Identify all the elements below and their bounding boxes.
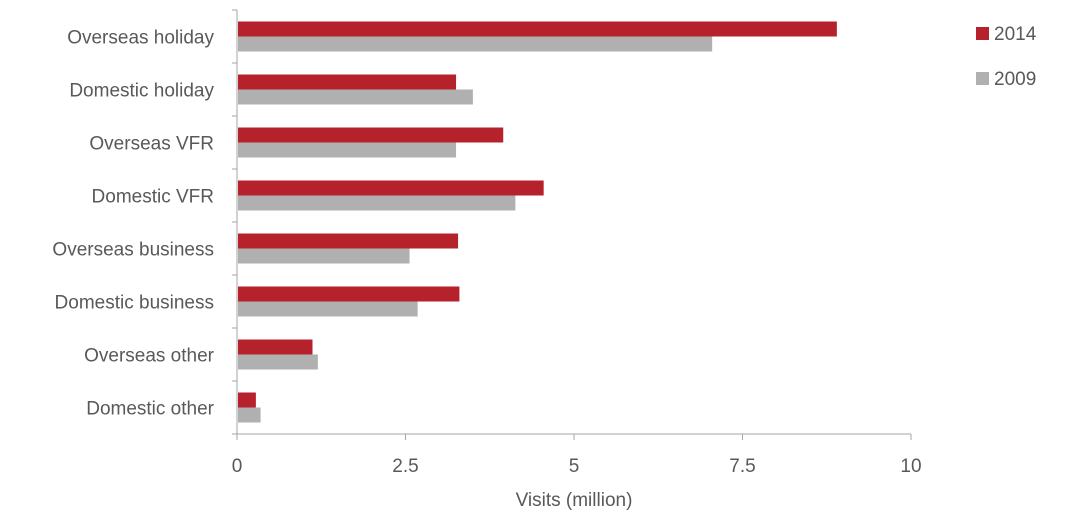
bar-2009: [238, 36, 713, 52]
legend-label: 2009: [994, 69, 1036, 90]
legend: 2014 2009: [976, 24, 1037, 90]
legend-swatch: [976, 72, 989, 85]
category-label: Domestic holiday: [69, 81, 214, 102]
x-tick-labels: 0 2.5 5 7.5 10: [232, 456, 922, 477]
x-axis-label: Visits (million): [516, 490, 633, 511]
bar-2014: [238, 392, 256, 408]
x-tick-label: 5: [569, 456, 580, 477]
bar-2014: [238, 74, 457, 90]
category-label: Domestic VFR: [92, 187, 214, 208]
bar-2009: [238, 354, 318, 370]
x-tick-label: 0: [232, 456, 243, 477]
x-tick-label: 10: [900, 456, 921, 477]
bar-2014: [238, 180, 544, 196]
bar-2009: [238, 407, 261, 423]
bar-2014: [238, 286, 460, 302]
axes: [232, 9, 912, 440]
bar-2014: [238, 233, 459, 249]
category-labels: Overseas holiday Domestic holiday Overseas…: [52, 28, 214, 420]
category-label: Overseas VFR: [89, 134, 214, 155]
category-label: Domestic business: [55, 293, 214, 314]
bar-2009: [238, 142, 457, 158]
bar-2009: [238, 301, 418, 317]
bar-2009: [238, 195, 516, 211]
bar-2014: [238, 339, 313, 355]
category-label: Overseas other: [84, 346, 215, 367]
bar-2014: [238, 127, 504, 143]
x-tick-label: 7.5: [729, 456, 755, 477]
bar-2009: [238, 248, 410, 264]
bar-2014: [238, 21, 837, 37]
category-label: Overseas business: [52, 240, 214, 261]
bar-2009: [238, 89, 473, 105]
legend-swatch: [976, 27, 989, 40]
legend-label: 2014: [994, 24, 1037, 45]
x-tick-label: 2.5: [392, 456, 418, 477]
category-label: Overseas holiday: [67, 28, 214, 49]
bars: [238, 21, 837, 423]
category-label: Domestic other: [86, 399, 214, 420]
